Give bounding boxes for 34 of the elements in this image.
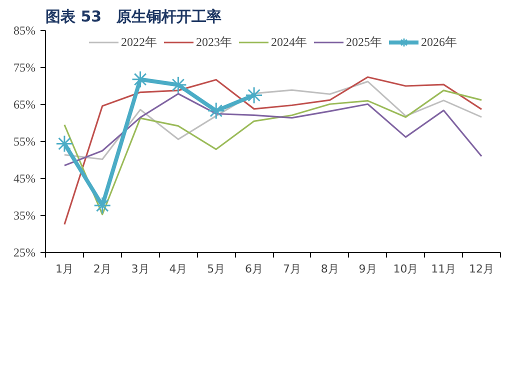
legend-label: 2025年: [346, 34, 382, 50]
y-tick-label: 55%: [14, 134, 36, 148]
point: [207, 102, 225, 120]
x-tick-label: 11月: [431, 262, 456, 276]
legend-label: 2026年: [421, 34, 457, 50]
legend-label: 2023年: [196, 34, 232, 50]
legend-label: 2022年: [121, 34, 157, 50]
x-tick-label: 4月: [169, 262, 188, 276]
point: [245, 86, 263, 104]
x-tick-label: 9月: [358, 262, 377, 276]
x-tick-label: 6月: [245, 262, 264, 276]
y-tick-label: 65%: [14, 98, 36, 112]
x-tick-label: 1月: [55, 262, 74, 276]
x-tick-label: 3月: [131, 262, 150, 276]
y-tick-label: 85%: [14, 24, 36, 38]
x-tick-label: 10月: [393, 262, 418, 276]
line-series: [64, 76, 482, 226]
point: [94, 196, 112, 214]
chart-title: 图表 53 原生铜杆开工率: [46, 8, 222, 26]
y-tick-label: 75%: [14, 60, 36, 74]
y-tick-label: 35%: [14, 208, 36, 222]
line-series: [64, 80, 482, 160]
legend-label: 2024年: [271, 34, 307, 50]
point: [169, 76, 187, 94]
x-tick-label: 7月: [282, 262, 301, 276]
y-tick-label: 25%: [14, 246, 36, 260]
x-tick-label: 8月: [320, 262, 339, 276]
x-tick-label: 5月: [207, 262, 226, 276]
x-tick-label: 2月: [93, 262, 112, 276]
point: [56, 134, 74, 152]
line-series: [64, 92, 482, 166]
line-series: [64, 90, 482, 216]
x-tick-label: 12月: [469, 262, 494, 276]
y-tick-label: 45%: [14, 172, 36, 186]
